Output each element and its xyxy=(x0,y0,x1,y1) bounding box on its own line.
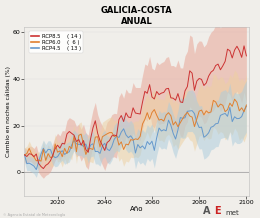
Text: A: A xyxy=(203,206,210,216)
Legend: RCP8.5    ( 14 ), RCP6.0    (  6 ), RCP4.5    ( 13 ): RCP8.5 ( 14 ), RCP6.0 ( 6 ), RCP4.5 ( 13… xyxy=(29,31,83,53)
Title: GALICIA-COSTA
ANUAL: GALICIA-COSTA ANUAL xyxy=(101,5,172,26)
Text: © Agencia Estatal de Meteorología: © Agencia Estatal de Meteorología xyxy=(3,213,65,217)
X-axis label: Año: Año xyxy=(130,206,143,213)
Text: E: E xyxy=(214,206,221,216)
Y-axis label: Cambio en noches cálidas (%): Cambio en noches cálidas (%) xyxy=(5,66,11,157)
Text: met: met xyxy=(225,210,239,216)
